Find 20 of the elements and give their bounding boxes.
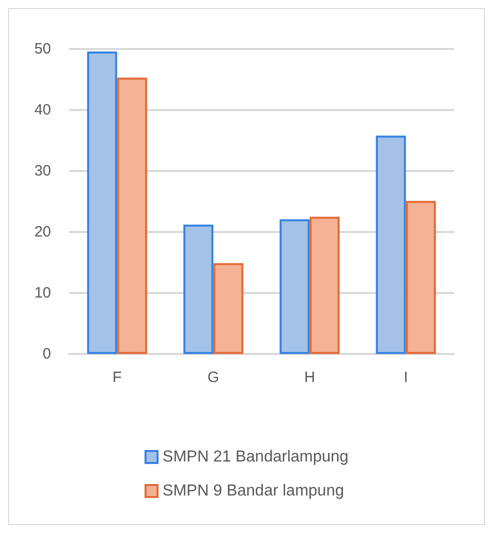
bar: [87, 51, 118, 354]
y-tick-label: 30: [34, 162, 51, 180]
bar: [406, 200, 436, 354]
y-tick-label: 10: [34, 284, 51, 302]
x-tick-label: G: [208, 369, 220, 386]
legend-label: SMPN 9 Bandar lampung: [162, 482, 344, 500]
bar: [376, 136, 406, 354]
x-tick-label: F: [112, 369, 122, 386]
y-tick-label: 20: [34, 224, 51, 240]
bar: [280, 219, 310, 354]
bar: [213, 263, 244, 354]
x-tick-label: H: [304, 369, 316, 386]
bar: [183, 224, 214, 354]
bar: [310, 216, 340, 354]
legend-label: SMPN 21 Bandarlampung: [162, 448, 348, 466]
bar: [117, 78, 148, 354]
x-tick-label: I: [404, 369, 408, 386]
y-tick-label: 0: [42, 346, 51, 362]
y-tick-label: 40: [34, 102, 51, 118]
y-tick-label: 50: [34, 40, 51, 58]
